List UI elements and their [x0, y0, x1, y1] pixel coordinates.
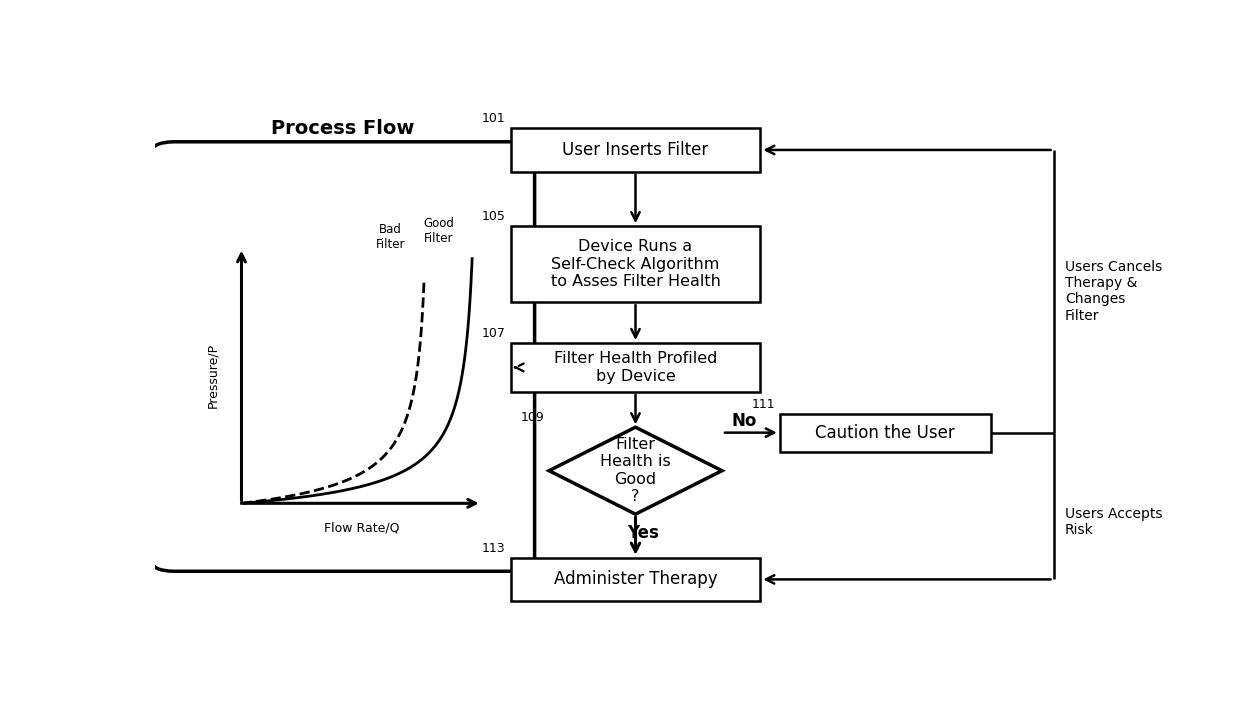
Text: 111: 111 [751, 398, 775, 411]
Text: User Inserts Filter: User Inserts Filter [563, 141, 708, 159]
Text: Pressure/P: Pressure/P [206, 343, 219, 408]
Text: Device Runs a
Self-Check Algorithm
to Asses Filter Health: Device Runs a Self-Check Algorithm to As… [551, 239, 720, 289]
Polygon shape [549, 427, 722, 514]
Text: Good
Filter: Good Filter [423, 217, 454, 245]
Text: Filter
Health is
Good
?: Filter Health is Good ? [600, 437, 671, 504]
Text: 113: 113 [482, 542, 506, 555]
Text: 101: 101 [482, 112, 506, 126]
FancyBboxPatch shape [150, 142, 534, 571]
Text: Users Accepts
Risk: Users Accepts Risk [1065, 507, 1163, 537]
Text: Caution the User: Caution the User [816, 424, 955, 442]
Text: Bad
Filter: Bad Filter [376, 222, 405, 251]
Text: Flow Rate/Q: Flow Rate/Q [324, 521, 399, 534]
Text: 105: 105 [482, 210, 506, 223]
FancyBboxPatch shape [780, 414, 991, 452]
Text: Process Flow: Process Flow [270, 119, 414, 138]
Text: Filter Health Profiled
by Device: Filter Health Profiled by Device [554, 351, 717, 383]
Text: Users Cancels
Therapy &
Changes
Filter: Users Cancels Therapy & Changes Filter [1065, 260, 1162, 323]
FancyBboxPatch shape [511, 128, 760, 172]
FancyBboxPatch shape [511, 226, 760, 302]
Text: No: No [732, 412, 756, 430]
Text: Administer Therapy: Administer Therapy [554, 570, 717, 588]
Text: 109: 109 [521, 412, 544, 424]
Text: Yes: Yes [627, 524, 660, 542]
Text: 107: 107 [482, 327, 506, 340]
FancyBboxPatch shape [511, 558, 760, 602]
FancyBboxPatch shape [511, 343, 760, 392]
